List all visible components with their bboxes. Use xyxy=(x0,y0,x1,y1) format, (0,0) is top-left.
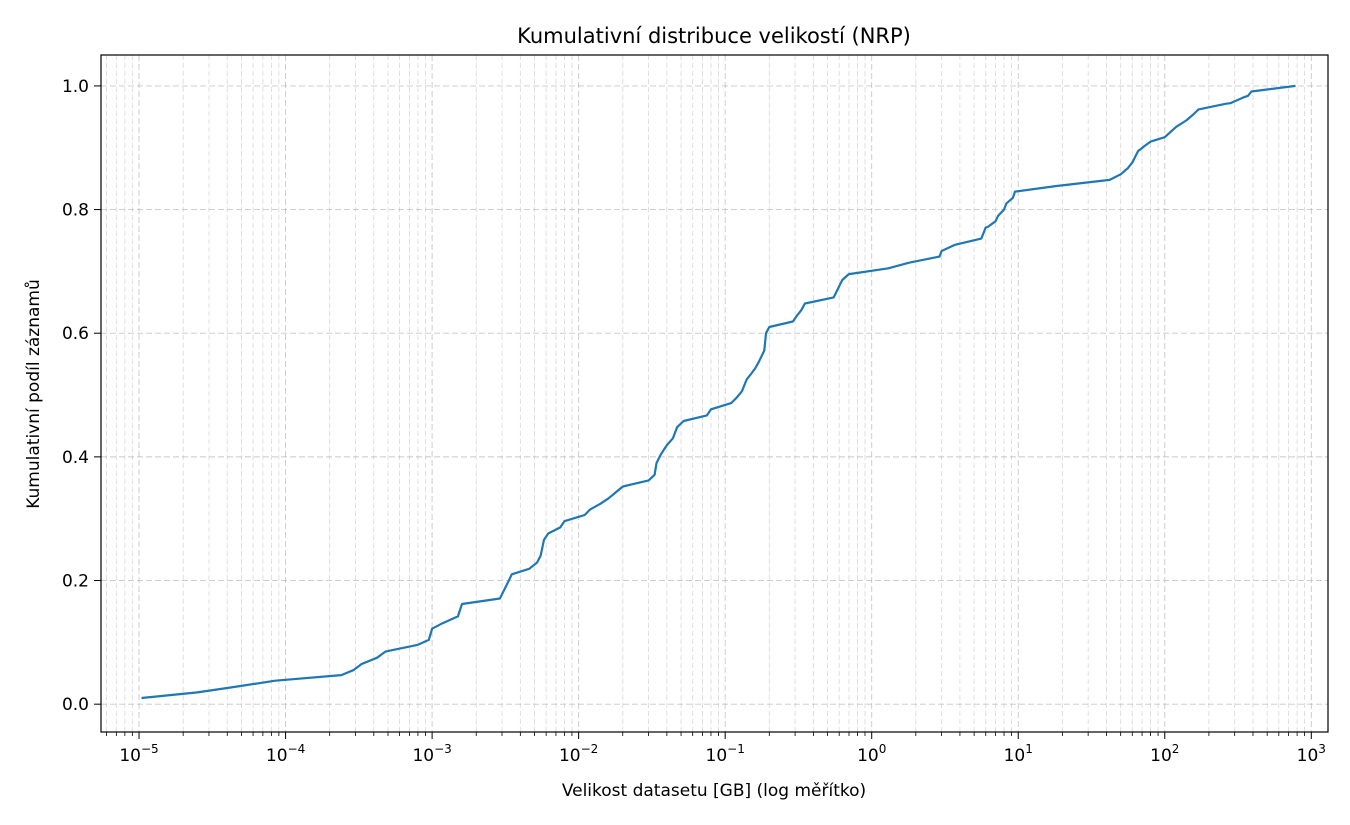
ticks: 10−5 10−4 10−3 10−2 10−1 100 101 102 103 0.0 0.2 0.… xyxy=(62,77,1326,766)
x-tick-label: 100 xyxy=(857,742,886,766)
axes-frame xyxy=(100,54,1329,733)
y-tick-label: 0.6 xyxy=(62,324,89,344)
cdf-series-line xyxy=(141,84,1296,700)
plot-area xyxy=(141,84,1296,700)
y-tick-label: 0.0 xyxy=(62,695,89,715)
y-tick-label: 0.4 xyxy=(62,448,89,468)
y-axis-label: Kumulativní podíl záznamů xyxy=(24,279,44,509)
x-tick-label: 10−2 xyxy=(559,742,598,766)
x-tick-label: 10−3 xyxy=(412,742,451,766)
x-tick-label: 10−4 xyxy=(266,742,305,766)
x-tick-label: 102 xyxy=(1150,742,1179,766)
x-tick-label: 10−5 xyxy=(119,742,158,766)
y-tick-label: 1.0 xyxy=(62,77,89,97)
grid xyxy=(101,55,1328,732)
x-tick-label: 10−1 xyxy=(706,742,745,766)
x-tick-label: 103 xyxy=(1297,742,1326,766)
y-tick-label: 0.8 xyxy=(62,201,89,221)
chart-title: Kumulativní distribuce velikostí (NRP) xyxy=(517,24,911,48)
y-tick-label: 0.2 xyxy=(62,572,89,592)
x-tick-label: 101 xyxy=(1004,742,1033,766)
x-axis-label: Velikost datasetu [GB] (log měřítko) xyxy=(562,781,866,801)
